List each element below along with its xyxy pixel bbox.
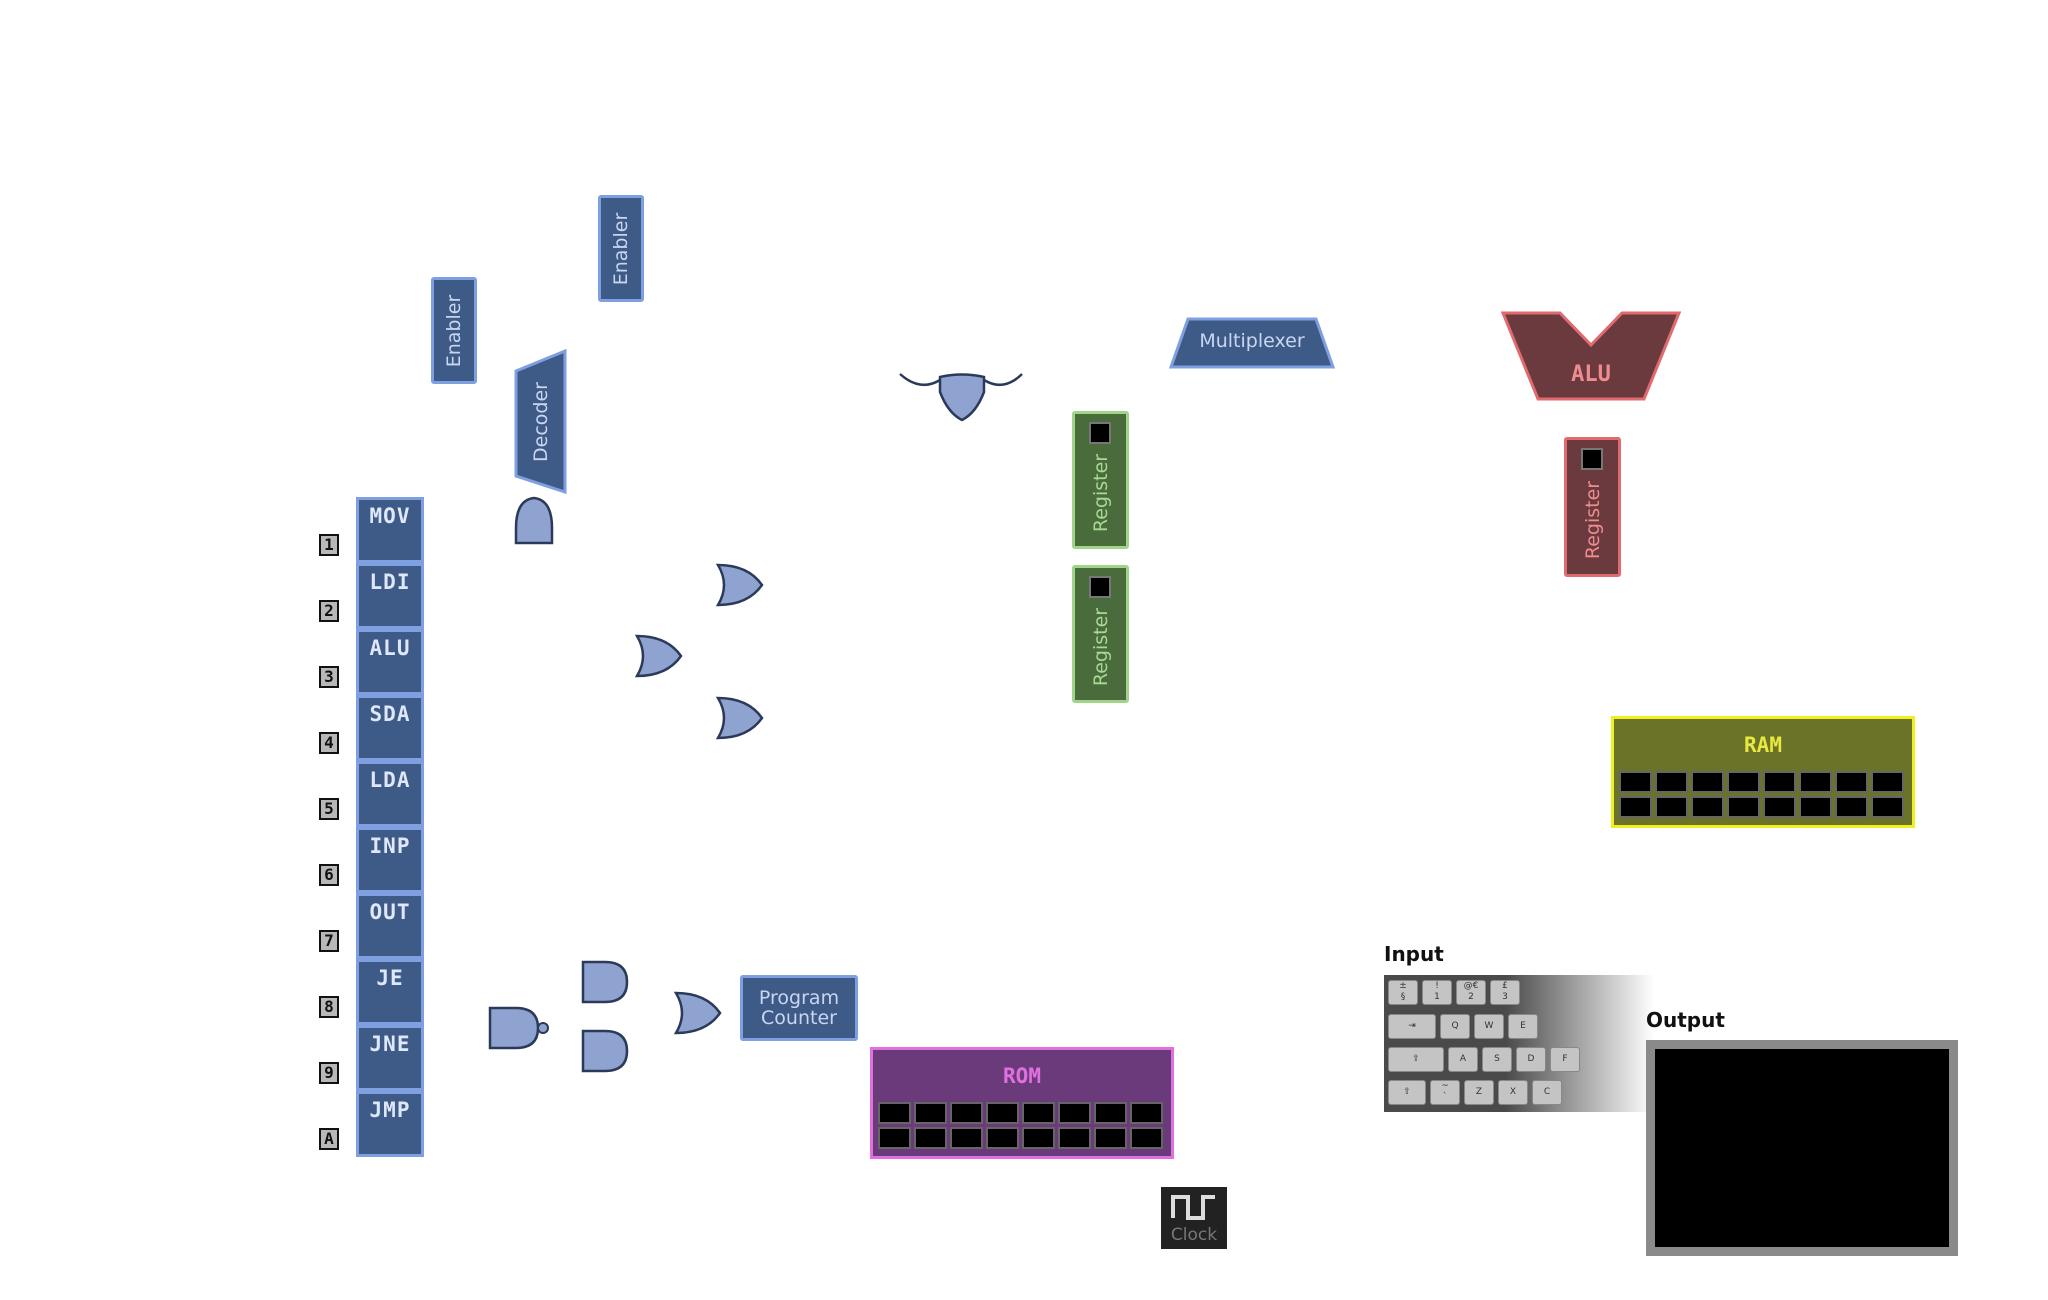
register-green-2[interactable]: Register (1072, 565, 1129, 703)
instruction-sda[interactable]: SDA (356, 695, 424, 761)
or-gate-wire-left (899, 373, 941, 387)
keyboard-input[interactable]: ± § ! 1 @€ 2 £ 3 ⇥ Q W E ⇪ A S D F ⇧ ~ `… (1384, 975, 1654, 1112)
key[interactable]: F (1550, 1047, 1580, 1072)
decoder-shape (514, 349, 567, 494)
and-gate-2[interactable] (581, 1029, 629, 1073)
clock-label: Clock (1170, 1225, 1218, 1245)
key[interactable]: X (1498, 1080, 1528, 1105)
decoder[interactable]: Decoder (512, 349, 569, 494)
instruction-label: JMP (369, 1098, 411, 1122)
multiplexer[interactable]: Multiplexer (1168, 316, 1336, 370)
ram-memory-grid (1619, 771, 1904, 818)
register-bit (1089, 422, 1111, 444)
or-gate-3[interactable] (715, 696, 764, 740)
and-gate[interactable] (514, 496, 554, 545)
alu-label: ALU (1571, 362, 1611, 387)
instruction-number: 3 (319, 666, 339, 688)
output-display (1646, 1040, 1958, 1256)
enabler-top[interactable]: Enabler (598, 195, 644, 302)
key[interactable]: ⇥ (1388, 1014, 1436, 1039)
instruction-number: 1 (319, 534, 339, 556)
instruction-label: INP (369, 834, 411, 858)
instruction-number: 9 (319, 1062, 339, 1084)
alu[interactable]: ALU (1500, 310, 1682, 402)
key[interactable]: Q (1440, 1014, 1470, 1039)
register-green-1[interactable]: Register (1072, 411, 1129, 549)
key[interactable]: ~ ` (1430, 1080, 1460, 1105)
key[interactable]: @€ 2 (1456, 980, 1486, 1005)
key[interactable]: Z (1464, 1080, 1494, 1105)
or-gate-wire-right (983, 373, 1023, 387)
key[interactable]: D (1516, 1047, 1546, 1072)
program-counter-label-line1: Program (758, 987, 840, 1009)
rom[interactable]: ROM (870, 1047, 1174, 1159)
alu-shape (1500, 311, 1682, 401)
nand-gate[interactable] (488, 1006, 540, 1050)
key[interactable]: S (1482, 1047, 1512, 1072)
ram-label: RAM (1744, 733, 1782, 757)
rom-memory-grid (878, 1102, 1163, 1149)
or-gate-1[interactable] (715, 563, 764, 607)
or-gate-4[interactable] (673, 991, 722, 1035)
register-bit (1581, 448, 1603, 470)
instruction-label: JE (376, 966, 404, 990)
register-bit (1089, 576, 1111, 598)
instruction-label: JNE (369, 1032, 411, 1056)
nand-gate-bubble (537, 1022, 549, 1034)
key[interactable]: A (1448, 1047, 1478, 1072)
key[interactable]: ± § (1388, 980, 1418, 1005)
or-gate-down[interactable] (938, 373, 986, 422)
instruction-ldi[interactable]: LDI (356, 563, 424, 629)
instruction-number: 5 (319, 798, 339, 820)
key[interactable]: W (1474, 1014, 1504, 1039)
instruction-label: SDA (369, 702, 411, 726)
register-red[interactable]: Register (1564, 437, 1621, 577)
clock[interactable]: Clock (1161, 1187, 1227, 1249)
program-counter-label-line2: Counter (761, 1007, 837, 1029)
ram[interactable]: RAM (1611, 716, 1915, 828)
key[interactable]: ! 1 (1422, 980, 1452, 1005)
instruction-number: 2 (319, 600, 339, 622)
instruction-je[interactable]: JE (356, 959, 424, 1025)
instruction-label: LDA (369, 768, 411, 792)
instruction-out[interactable]: OUT (356, 893, 424, 959)
key[interactable]: E (1508, 1014, 1538, 1039)
instruction-number: 6 (319, 864, 339, 886)
instruction-number: 7 (319, 930, 339, 952)
instruction-label: MOV (369, 504, 411, 528)
instruction-label: OUT (369, 900, 411, 924)
program-counter[interactable]: Program Counter (740, 975, 858, 1041)
clock-wave-icon (1171, 1195, 1215, 1220)
enabler-left[interactable]: Enabler (431, 277, 477, 384)
instruction-number: 8 (319, 996, 339, 1018)
instruction-jmp[interactable]: JMP (356, 1091, 424, 1157)
rom-label: ROM (1003, 1064, 1041, 1088)
key[interactable]: ⇪ (1388, 1047, 1444, 1072)
multiplexer-label: Multiplexer (1199, 330, 1305, 352)
instruction-number: 4 (319, 732, 339, 754)
instruction-mov[interactable]: MOV (356, 497, 424, 563)
multiplexer-shape (1168, 317, 1336, 369)
instruction-inp[interactable]: INP (356, 827, 424, 893)
instruction-label: ALU (369, 636, 411, 660)
output-label: Output (1646, 1008, 1725, 1032)
and-gate-1[interactable] (581, 960, 629, 1004)
instruction-alu[interactable]: ALU (356, 629, 424, 695)
input-label: Input (1384, 942, 1444, 966)
key[interactable]: C (1532, 1080, 1562, 1105)
key[interactable]: £ 3 (1490, 980, 1520, 1005)
instruction-label: LDI (369, 570, 411, 594)
key[interactable]: ⇧ (1388, 1080, 1426, 1105)
instruction-number: A (319, 1128, 339, 1150)
instruction-jne[interactable]: JNE (356, 1025, 424, 1091)
instruction-lda[interactable]: LDA (356, 761, 424, 827)
or-gate-2[interactable] (634, 634, 683, 678)
